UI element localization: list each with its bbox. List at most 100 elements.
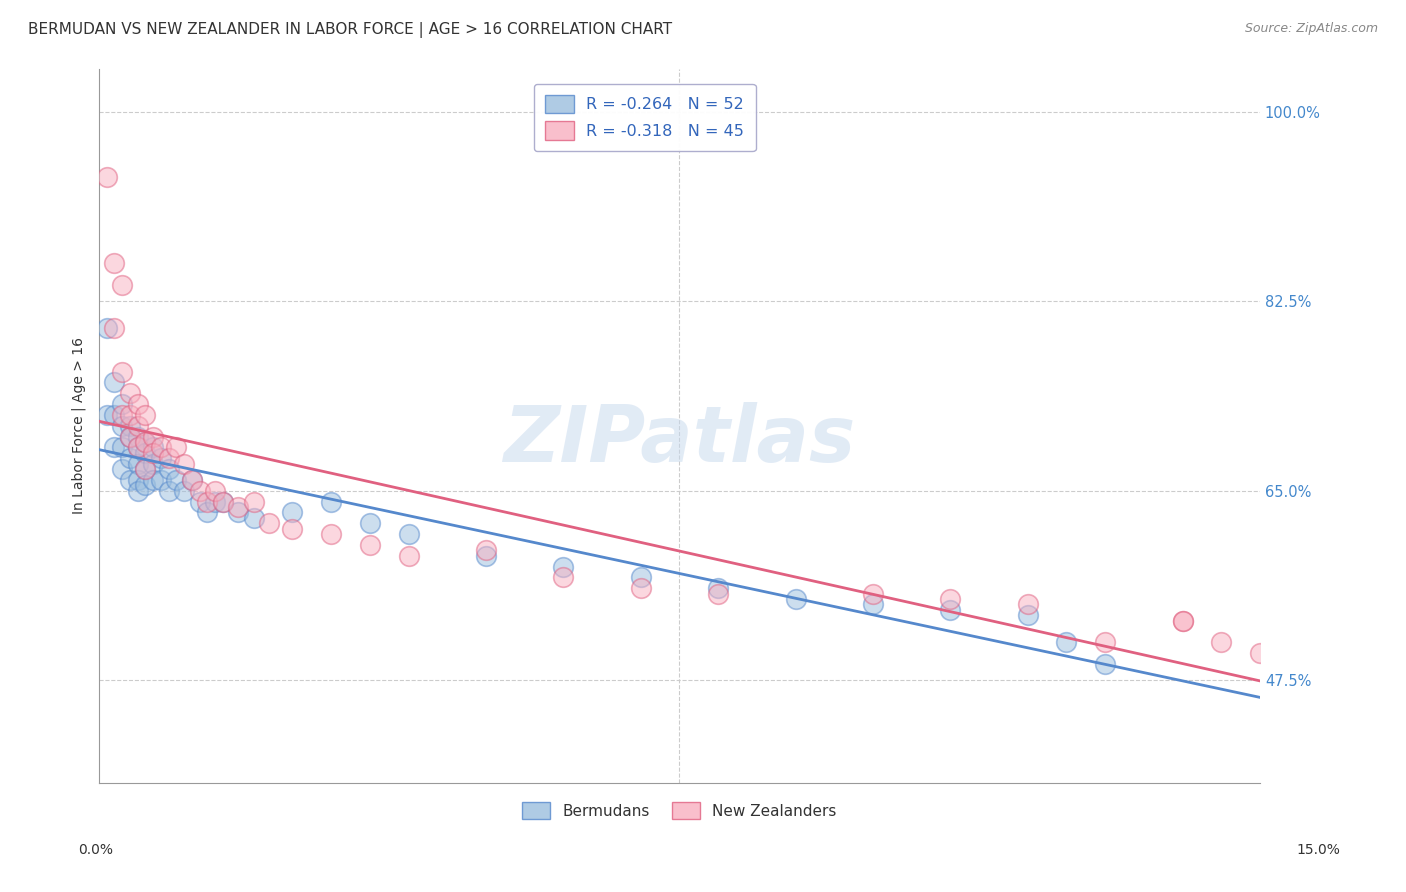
Point [149,473,172,487]
Point [359,516,381,531]
Point [1017,598,1039,612]
Point [630,570,652,584]
Point [149,441,172,455]
Point [1211,635,1233,649]
Point [157,462,180,476]
Point [157,483,180,498]
Point [111,462,134,476]
Point [475,543,498,558]
Point [707,581,730,595]
Legend: Bermudans, New Zealanders: Bermudans, New Zealanders [516,796,842,825]
Point [111,397,134,411]
Point [398,549,420,563]
Point [111,365,134,379]
Point [127,457,149,471]
Point [127,429,149,443]
Point [149,451,172,466]
Point [180,473,202,487]
Point [142,457,165,471]
Point [1171,614,1194,628]
Point [939,592,962,607]
Text: 15.0%: 15.0% [1296,843,1341,857]
Point [134,462,156,476]
Point [96,321,118,335]
Point [475,549,498,563]
Point [180,473,202,487]
Point [173,457,195,471]
Point [111,418,134,433]
Point [118,451,141,466]
Point [173,483,195,498]
Point [142,473,165,487]
Point [242,494,264,508]
Point [1017,608,1039,623]
Point [165,473,187,487]
Point [111,408,134,422]
Point [204,483,226,498]
Text: BERMUDAN VS NEW ZEALANDER IN LABOR FORCE | AGE > 16 CORRELATION CHART: BERMUDAN VS NEW ZEALANDER IN LABOR FORCE… [28,22,672,38]
Point [96,169,118,184]
Point [134,446,156,460]
Point [257,516,280,531]
Point [134,408,156,422]
Point [118,418,141,433]
Point [321,494,343,508]
Point [553,570,575,584]
Point [1094,657,1116,671]
Point [630,581,652,595]
Point [118,408,141,422]
Point [157,451,180,466]
Point [103,441,125,455]
Point [211,494,233,508]
Point [281,505,304,519]
Point [785,592,807,607]
Point [1056,635,1078,649]
Point [96,408,118,422]
Point [111,278,134,293]
Point [242,510,264,524]
Point [226,500,249,514]
Point [321,527,343,541]
Point [118,429,141,443]
Point [195,494,218,508]
Text: 0.0%: 0.0% [79,843,112,857]
Text: ZIPatlas: ZIPatlas [503,402,856,478]
Point [118,429,141,443]
Point [195,505,218,519]
Point [553,559,575,574]
Point [118,386,141,401]
Point [1249,646,1271,660]
Text: Source: ZipAtlas.com: Source: ZipAtlas.com [1244,22,1378,36]
Point [127,473,149,487]
Point [939,603,962,617]
Point [188,494,211,508]
Point [103,321,125,335]
Point [103,408,125,422]
Point [142,441,165,455]
Point [127,441,149,455]
Point [127,483,149,498]
Point [281,522,304,536]
Point [134,435,156,450]
Point [359,538,381,552]
Point [103,256,125,270]
Point [134,462,156,476]
Point [134,478,156,492]
Point [127,397,149,411]
Point [226,505,249,519]
Point [142,429,165,443]
Point [707,586,730,600]
Point [1094,635,1116,649]
Point [118,473,141,487]
Point [1171,614,1194,628]
Point [188,483,211,498]
Point [862,598,884,612]
Point [103,376,125,390]
Point [862,586,884,600]
Point [111,441,134,455]
Y-axis label: In Labor Force | Age > 16: In Labor Force | Age > 16 [72,337,86,515]
Point [211,494,233,508]
Point [134,435,156,450]
Point [204,494,226,508]
Point [165,441,187,455]
